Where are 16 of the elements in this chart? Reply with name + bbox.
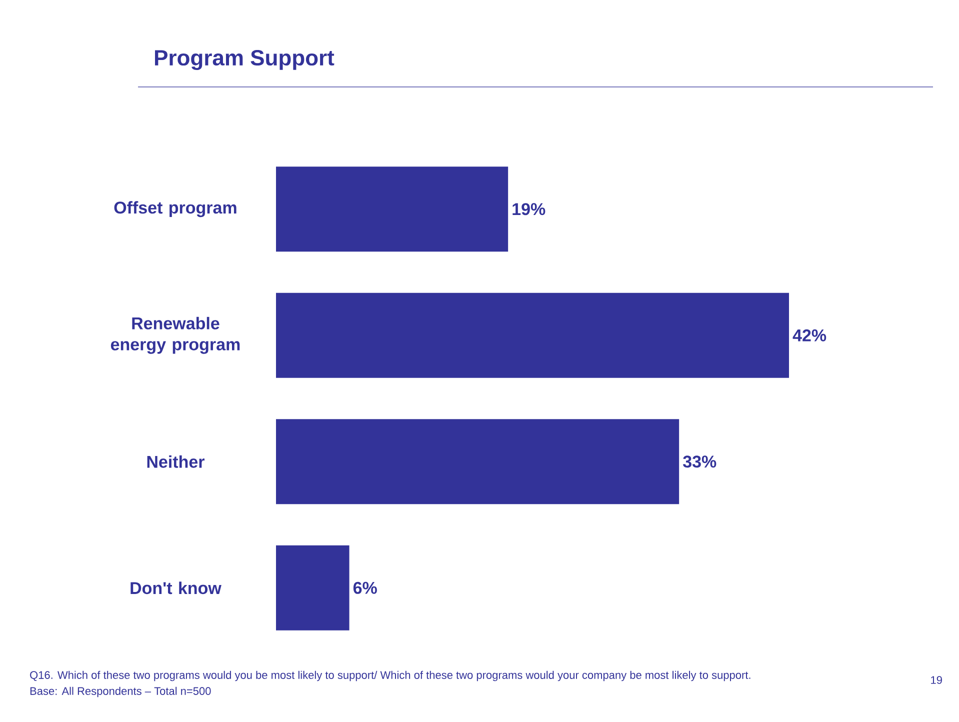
chart-title: Program Support bbox=[155, 50, 334, 70]
y-tick-label: Neither bbox=[147, 455, 204, 468]
text: Q16. Which of these two programs would you be most likely to support/ Which of these two programs would your company be most likely to support. bbox=[30, 670, 750, 682]
y-tick-label: Renewable energy program bbox=[110, 316, 240, 354]
bar bbox=[276, 292, 789, 378]
data-label: 19% bbox=[512, 203, 546, 216]
y-tick-label: Don't know bbox=[130, 582, 222, 594]
data-label: 6% bbox=[353, 582, 377, 594]
bar bbox=[276, 419, 680, 504]
data-label: 33% bbox=[682, 456, 716, 468]
bar bbox=[276, 545, 350, 630]
y-tick-label: Offset program bbox=[114, 201, 236, 218]
text: 19 bbox=[931, 676, 942, 684]
bar bbox=[276, 166, 508, 252]
data-label: 42% bbox=[792, 329, 826, 342]
text: Base: All Respondents – Total n=500 bbox=[30, 686, 211, 698]
